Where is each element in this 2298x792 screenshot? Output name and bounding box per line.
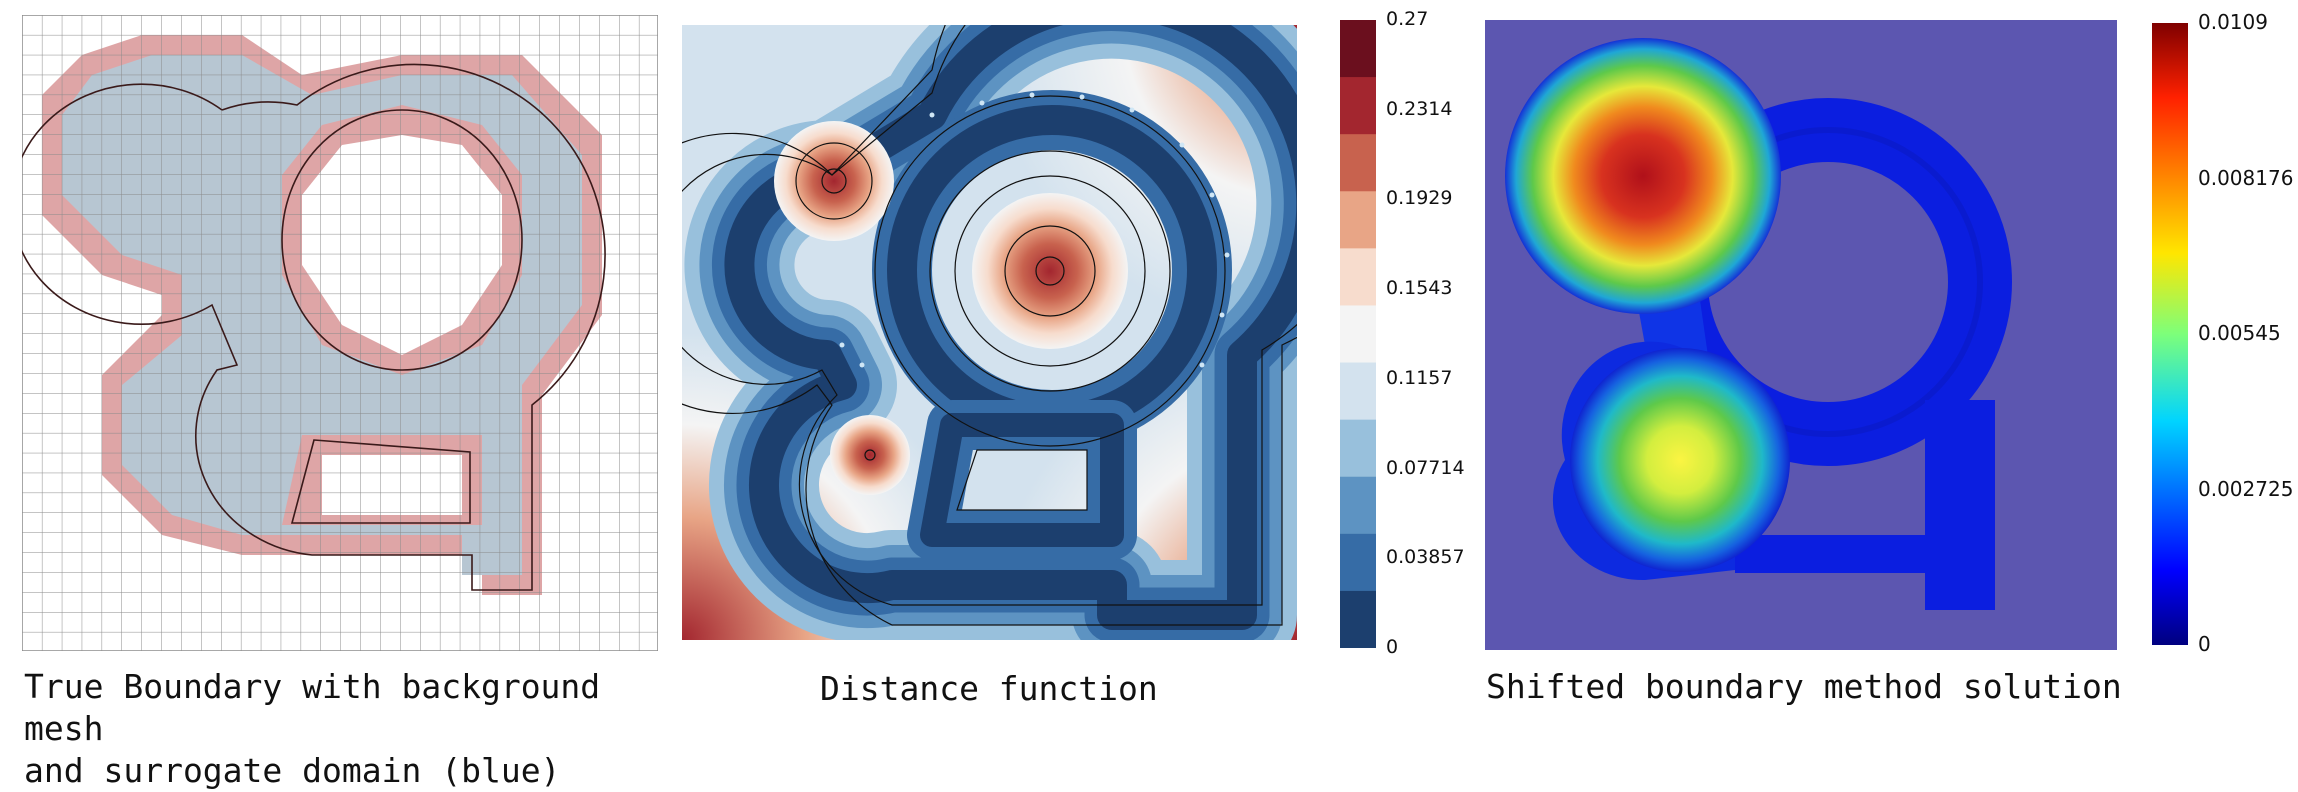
distance-panel	[682, 25, 1297, 640]
mesh-caption: True Boundary with background mesh and s…	[24, 667, 601, 790]
distance-caption: Distance function	[820, 669, 1158, 708]
colorbar-band	[1340, 362, 1376, 421]
true-boundary	[22, 63, 606, 591]
colorbar-tick-label: 0.008176	[2198, 165, 2294, 190]
hot-spot-upper	[1505, 38, 1781, 314]
colorbar-tick-label: 0.27	[1386, 8, 1429, 30]
colorbar-tick-label: 0.1543	[1386, 277, 1453, 300]
peak-left	[774, 121, 894, 241]
distance-colorbar	[1340, 20, 1376, 648]
solution-domain	[1505, 38, 2012, 610]
solution-colorbar	[2152, 23, 2188, 645]
peak-center	[972, 193, 1128, 349]
solution-panel	[1485, 20, 2117, 650]
colorbar-tick-label: 0.2314	[1386, 97, 1453, 120]
colorbar-band	[1340, 476, 1376, 535]
colorbar-tick-label: 0	[1386, 636, 1399, 658]
colorbar-tick-label: 0.1157	[1386, 366, 1453, 389]
colorbar-tick-label: 0.002725	[2198, 476, 2294, 501]
colorbar-band	[1340, 419, 1376, 478]
colorbar-band	[1340, 305, 1376, 364]
colorbar-tick-label: 0.00545	[2198, 321, 2281, 345]
colorbar-tick-label: 0.07714	[1386, 456, 1465, 479]
colorbar-band	[1340, 533, 1376, 592]
solution-caption: Shifted boundary method solution	[1486, 667, 2122, 706]
colorbar-tick-label: 0	[2198, 632, 2211, 656]
boundary-dots	[839, 92, 1230, 368]
colorbar-band	[1340, 590, 1376, 648]
peak-lower	[830, 415, 910, 495]
colorbar-band	[1340, 77, 1376, 135]
hot-spot-lower	[1570, 348, 1790, 572]
colorbar-band	[1340, 134, 1376, 192]
colorbar-band	[1340, 191, 1376, 249]
colorbar-tick-label: 0.03857	[1386, 546, 1465, 569]
colorbar-tick-label: 0.1929	[1386, 187, 1453, 210]
colorbar-tick-label: 0.0109	[2198, 10, 2268, 34]
mesh-panel	[22, 15, 658, 651]
colorbar-band	[1340, 248, 1376, 306]
distance-bands	[684, 25, 1297, 640]
colorbar-band	[1340, 20, 1376, 78]
contour-lines	[682, 25, 1297, 626]
